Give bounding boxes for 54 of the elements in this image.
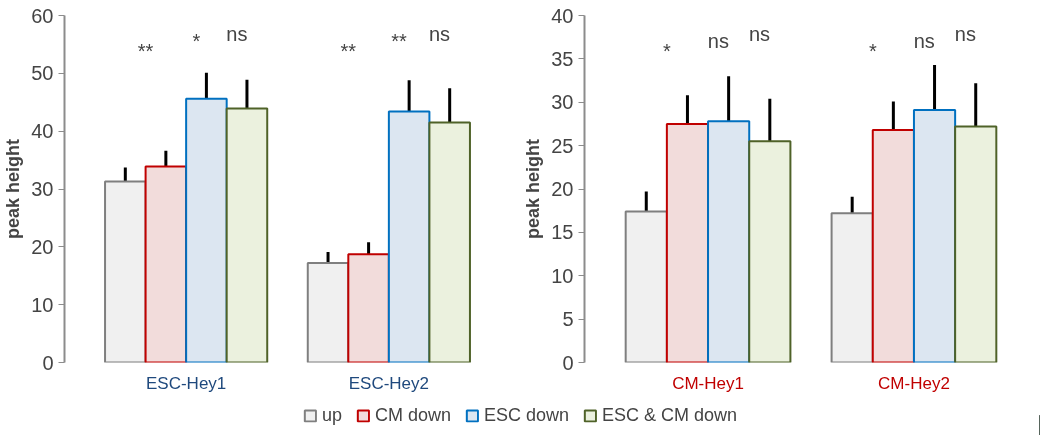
bar — [954, 125, 998, 363]
bar — [306, 262, 350, 363]
y-tick-label: 0 — [562, 351, 574, 374]
y-tick-label: 40 — [31, 120, 54, 143]
x-tick-label: ESC-Hey2 — [348, 373, 430, 393]
x-tick-label: ESC-Hey1 — [145, 373, 227, 393]
bar — [225, 107, 269, 363]
annotation: ns — [707, 29, 729, 52]
y-tick-label: 20 — [551, 178, 574, 200]
x-tick-label: CM-Hey1 — [672, 373, 744, 393]
legend-label: up — [321, 404, 342, 426]
annotation: ns — [954, 23, 976, 45]
annotation: ns — [428, 23, 451, 45]
bar — [748, 140, 792, 363]
y-tick-label: 60 — [31, 4, 54, 27]
y-tick-label: 30 — [551, 91, 574, 114]
legend-label: CM down — [374, 404, 451, 426]
bar — [624, 210, 668, 363]
annotation: * — [868, 40, 877, 63]
annotation: ** — [137, 40, 154, 63]
y-tick-label: 40 — [551, 4, 574, 27]
y-tick-label: 5 — [562, 308, 574, 331]
x-tick-label: CM-Hey2 — [878, 373, 950, 393]
legend-label: ESC down — [483, 404, 570, 426]
y-tick-label: 35 — [551, 47, 574, 70]
annotation: ns — [226, 23, 248, 45]
bar — [707, 120, 751, 363]
legend-label: ESC & CM down — [602, 404, 738, 426]
y-tick-label: 15 — [551, 221, 574, 244]
bar — [912, 109, 957, 363]
y-tick-label: 20 — [31, 235, 54, 258]
y-tick-label: 30 — [31, 178, 54, 200]
bar — [144, 165, 188, 363]
annotation: ** — [340, 40, 357, 63]
bar — [387, 110, 431, 363]
bar — [185, 97, 228, 363]
y-tick-label: 10 — [551, 264, 574, 287]
y-tick-label: 25 — [551, 134, 574, 157]
y-axis-title: peak height — [523, 138, 544, 240]
bar — [665, 122, 710, 363]
annotation: * — [662, 40, 671, 63]
bar — [347, 253, 390, 363]
annotation: ns — [748, 23, 771, 45]
annotation: * — [192, 29, 201, 52]
annotation: ** — [391, 29, 407, 52]
y-tick-label: 10 — [31, 293, 54, 316]
bar — [104, 180, 147, 363]
y-axis-title: peak height — [3, 138, 24, 240]
bar — [428, 121, 471, 363]
y-tick-label: 50 — [31, 62, 54, 85]
bar — [871, 129, 915, 363]
bar — [830, 212, 874, 363]
annotation: ns — [913, 29, 935, 52]
y-tick-label: 0 — [42, 351, 54, 374]
